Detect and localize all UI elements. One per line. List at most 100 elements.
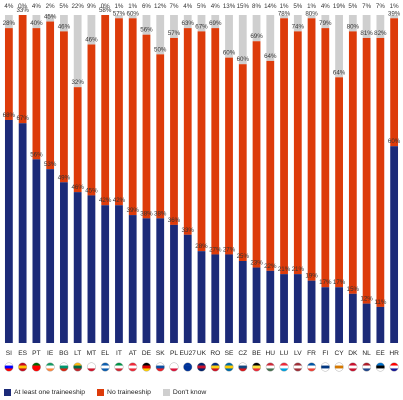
bar-at-least-one-nl: [362, 303, 371, 343]
label-dont-know-es: 0%: [18, 3, 27, 10]
bar-no-traineeship-dk: [348, 31, 357, 294]
label-at-least-one-eu27: 33%: [182, 227, 195, 234]
legend-swatch-no-traineeship: [97, 388, 105, 396]
label-dont-know-bg: 5%: [59, 3, 68, 10]
label-dont-know-cz: 15%: [237, 3, 250, 10]
category-label-mt: MT: [87, 350, 97, 357]
bar-no-traineeship-sk: [156, 54, 165, 219]
label-no-traineeship-de: 56%: [140, 27, 153, 34]
bar-at-least-one-si: [4, 119, 13, 344]
label-at-least-one-pl: 36%: [168, 217, 181, 224]
category-label-pl: PL: [170, 350, 178, 357]
label-no-traineeship-mt: 46%: [85, 37, 98, 44]
label-no-traineeship-ee: 82%: [374, 30, 387, 37]
bar-no-traineeship-mt: [87, 44, 96, 196]
legend-item-no-traineeship: No traineeship: [97, 388, 151, 396]
label-dont-know-cy: 19%: [333, 3, 346, 10]
flag-icon-se: [224, 362, 234, 372]
flag-icon-lv: [293, 362, 303, 372]
category-label-ee: EE: [376, 350, 385, 357]
category-label-hu: HU: [266, 350, 276, 357]
label-no-traineeship-lt: 32%: [71, 79, 84, 86]
bar-at-least-one-lt: [73, 192, 82, 343]
category-label-ie: IE: [47, 350, 54, 357]
flag-icon-fr: [307, 362, 317, 372]
label-dont-know-si: 4%: [4, 3, 13, 10]
label-no-traineeship-dk: 80%: [347, 23, 360, 30]
bar-dont-know-ie: [46, 15, 55, 22]
bar-dont-know-cy: [335, 15, 343, 78]
flag-icon-si: [4, 362, 14, 372]
flag-icon-dk: [348, 362, 358, 372]
bar-no-traineeship-bg: [60, 31, 68, 183]
label-no-traineeship-cz: 60%: [237, 56, 250, 63]
label-dont-know-uk: 5%: [197, 3, 206, 10]
labels-layer: 4%28%68%SI0%33%67%ES4%40%56%PT2%45%53%IE…: [3, 3, 401, 357]
label-dont-know-hu: 14%: [264, 3, 277, 10]
bar-dont-know-hu: [266, 15, 275, 61]
category-label-cy: CY: [335, 350, 345, 357]
bar-no-traineeship-cz: [238, 64, 247, 261]
flag-icon-lt: [73, 362, 83, 372]
category-label-fi: FI: [322, 350, 328, 357]
label-at-least-one-fi: 17%: [319, 279, 332, 286]
label-no-traineeship-fr: 80%: [305, 10, 318, 17]
bar-dont-know-dk: [348, 15, 357, 32]
flag-icon-ie: [45, 362, 55, 372]
label-at-least-one-ro: 27%: [209, 246, 222, 253]
bar-no-traineeship-nl: [362, 37, 371, 304]
flag-icon-ee: [375, 362, 385, 372]
label-at-least-one-nl: 12%: [360, 296, 373, 303]
label-at-least-one-it: 42%: [113, 197, 126, 204]
bar-dont-know-uk: [197, 15, 206, 32]
label-at-least-one-bg: 49%: [58, 174, 71, 181]
bar-at-least-one-se: [225, 254, 233, 343]
bar-no-traineeship-de: [142, 34, 151, 219]
label-no-traineeship-it: 57%: [113, 10, 126, 17]
label-dont-know-it: 1%: [114, 3, 123, 10]
flag-icon-hr: [389, 362, 399, 372]
bar-at-least-one-lu: [280, 274, 288, 343]
label-at-least-one-el: 42%: [99, 197, 112, 204]
label-no-traineeship-eu27: 63%: [182, 20, 195, 27]
flag-icon-es: [18, 362, 28, 372]
label-at-least-one-mt: 45%: [85, 187, 98, 194]
bars-layer: [4, 15, 399, 344]
category-label-dk: DK: [348, 350, 358, 357]
label-no-traineeship-es: 33%: [16, 7, 29, 14]
bar-dont-know-fi: [321, 15, 330, 29]
category-label-eu27: EU27: [179, 350, 196, 357]
category-label-el: EL: [101, 350, 109, 357]
label-at-least-one-lv: 21%: [292, 266, 305, 273]
bar-dont-know-be: [252, 15, 261, 42]
bar-at-least-one-mt: [87, 195, 96, 343]
label-dont-know-el: 0%: [101, 3, 110, 10]
bar-dont-know-ee: [376, 15, 385, 38]
label-dont-know-lv: 5%: [293, 3, 302, 10]
legend: At least one traineeship No traineeship …: [4, 386, 399, 398]
bar-no-traineeship-cy: [335, 77, 343, 288]
legend-label-dont-know: Don't know: [172, 388, 207, 396]
label-no-traineeship-si: 28%: [3, 20, 16, 27]
flag-icon-fi: [320, 362, 330, 372]
bar-dont-know-nl: [362, 15, 371, 38]
label-no-traineeship-el: 58%: [99, 7, 112, 14]
bar-dont-know-ro: [211, 15, 220, 29]
flag-icon-nl: [362, 362, 372, 372]
bar-at-least-one-cy: [335, 287, 343, 343]
label-no-traineeship-sk: 50%: [154, 46, 167, 53]
bar-at-least-one-ie: [46, 169, 55, 343]
bar-dont-know-sk: [156, 15, 165, 55]
label-no-traineeship-cy: 64%: [333, 69, 346, 76]
flag-icon-el: [100, 362, 110, 372]
bar-at-least-one-ee: [376, 306, 385, 343]
bar-no-traineeship-lt: [73, 87, 82, 193]
category-label-lv: LV: [294, 350, 302, 357]
bar-dont-know-se: [225, 15, 233, 58]
bar-no-traineeship-hu: [266, 60, 275, 271]
label-no-traineeship-hr: 39%: [388, 10, 401, 17]
flag-icon-eu27: [183, 362, 193, 372]
label-dont-know-at: 1%: [128, 3, 137, 10]
category-label-se: SE: [225, 350, 234, 357]
bar-at-least-one-hr: [390, 146, 399, 343]
